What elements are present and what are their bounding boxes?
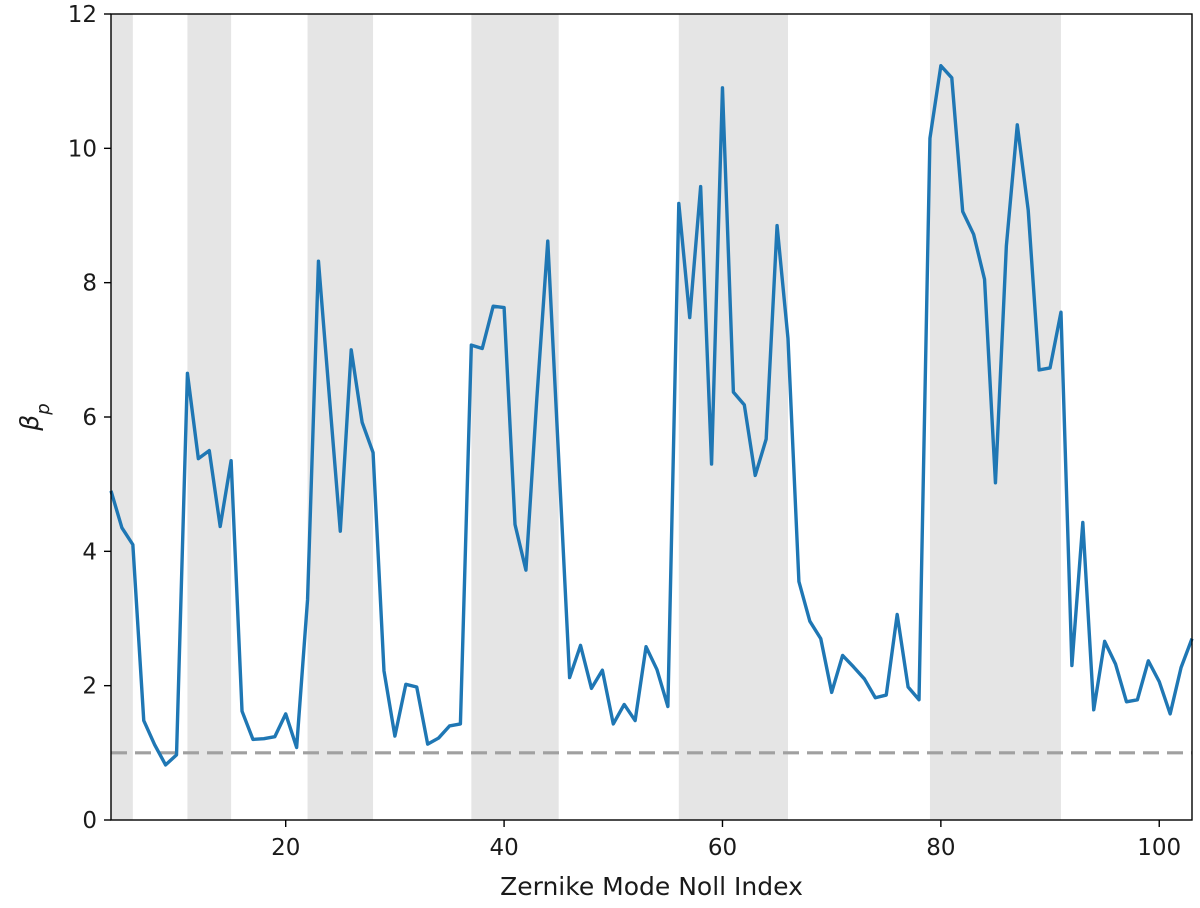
series-points-0 bbox=[110, 65, 1193, 765]
shaded-region-5 bbox=[929, 14, 1061, 820]
y-tick-label: 8 bbox=[82, 271, 97, 297]
shaded-region-4 bbox=[678, 14, 788, 820]
y-tick-label: 0 bbox=[82, 808, 97, 834]
shaded-regions bbox=[111, 14, 1061, 820]
series-line-0 bbox=[109, 64, 1194, 767]
x-tick-label: 80 bbox=[926, 835, 955, 861]
x-tick-label: 40 bbox=[489, 835, 518, 861]
x-tick-label: 60 bbox=[708, 835, 737, 861]
y-tick-label: 10 bbox=[68, 136, 97, 162]
x-tick-label: 20 bbox=[271, 835, 300, 861]
y-tick-label: 2 bbox=[82, 674, 97, 700]
series-layer bbox=[109, 64, 1194, 767]
y-tick-label: 12 bbox=[68, 2, 97, 28]
y-axis-label: βp bbox=[15, 403, 54, 431]
y-axis-label-subscript: p bbox=[33, 403, 54, 415]
y-tick-label: 4 bbox=[82, 539, 97, 565]
x-axis-ticks: 20 40 60 80 100 bbox=[271, 820, 1181, 861]
shaded-region-0 bbox=[111, 14, 133, 820]
x-tick-label: 100 bbox=[1137, 835, 1181, 861]
shaded-region-3 bbox=[471, 14, 559, 820]
shaded-region-2 bbox=[307, 14, 374, 820]
y-axis-label-symbol: β bbox=[15, 415, 44, 432]
y-axis-ticks: 0 2 4 6 8 10 12 bbox=[68, 2, 111, 834]
x-axis-label: Zernike Mode Noll Index bbox=[500, 872, 803, 901]
y-tick-label: 6 bbox=[82, 405, 97, 431]
